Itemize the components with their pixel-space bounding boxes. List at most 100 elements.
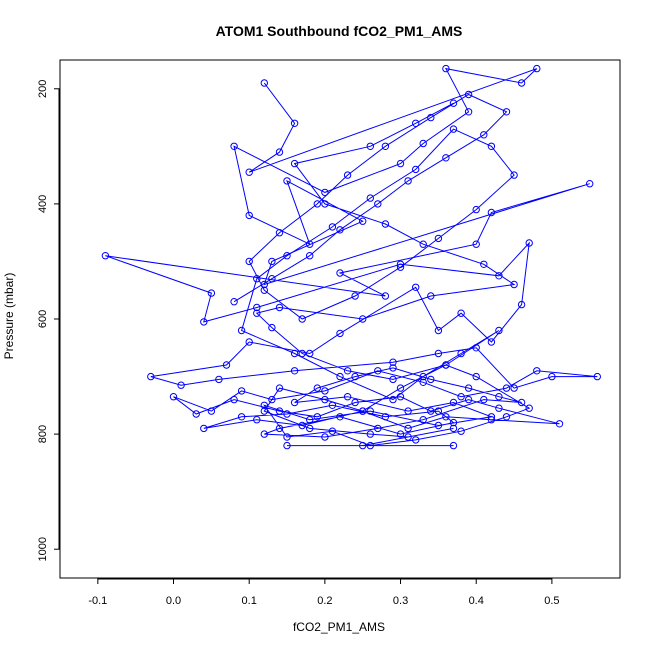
data-point: [290, 367, 299, 375]
x-tick-label: 0.2: [317, 595, 332, 607]
data-point: [442, 64, 450, 73]
data-point: [374, 367, 382, 375]
x-tick-label: -0.1: [88, 595, 107, 607]
data-point: [359, 407, 367, 415]
data-point: [517, 398, 526, 407]
y-tick-label: 600: [37, 310, 49, 328]
data-point: [260, 286, 268, 294]
data-point: [283, 177, 291, 185]
data-point: [359, 441, 367, 450]
data-point: [321, 200, 329, 208]
data-point: [336, 329, 344, 338]
data-point: [275, 148, 284, 156]
data-point: [457, 349, 465, 358]
data-point: [268, 257, 276, 266]
data-point: [495, 272, 503, 280]
data-point: [245, 168, 253, 176]
data-point: [268, 275, 276, 283]
data-point: [502, 413, 511, 421]
data-point: [502, 384, 511, 392]
data-point: [434, 421, 443, 430]
data-point: [419, 378, 427, 386]
data-point: [593, 372, 601, 381]
data-point: [283, 410, 291, 418]
x-tick-label: 0.5: [544, 595, 559, 607]
data-point: [412, 283, 420, 291]
data-point: [412, 119, 420, 128]
data-point: [336, 269, 344, 277]
data-point: [374, 424, 382, 433]
data-point: [253, 416, 261, 424]
data-point: [321, 395, 329, 404]
data-point: [389, 364, 397, 372]
data-point: [381, 292, 390, 300]
data-point: [389, 358, 397, 366]
data-point: [343, 367, 352, 375]
data-point: [253, 275, 261, 283]
data-point: [464, 90, 473, 99]
x-tick-label: 0.0: [166, 595, 181, 607]
data-point: [298, 349, 306, 358]
x-tick-label: 0.3: [393, 595, 408, 607]
y-axis-label: Pressure (mbar): [2, 273, 16, 360]
data-point: [427, 292, 435, 300]
data-point: [306, 349, 314, 358]
data-point: [359, 217, 367, 225]
data-point: [464, 108, 473, 116]
data-point: [268, 395, 276, 404]
data-point: [306, 252, 314, 260]
data-point: [427, 375, 435, 384]
data-point: [434, 349, 443, 358]
data-point: [449, 418, 458, 427]
data-point: [502, 108, 511, 116]
plot-frame: [59, 59, 621, 579]
data-point: [419, 139, 427, 148]
data-point: [419, 240, 427, 248]
data-point: [510, 280, 518, 289]
data-point: [253, 303, 261, 312]
data-point: [487, 338, 496, 346]
data-point: [366, 142, 374, 151]
y-axis: 200 400 600 800 1000: [37, 80, 60, 561]
data-point: [290, 159, 299, 168]
data-point: [480, 260, 488, 268]
chart-title: ATOM1 Southbound fCO2_PM1_AMS: [216, 23, 463, 39]
data-point: [396, 159, 405, 168]
data-point: [412, 436, 420, 444]
data-point: [321, 387, 329, 395]
data-point: [427, 113, 435, 122]
data-point: [457, 393, 465, 401]
data-point: [404, 407, 412, 415]
data-point: [200, 424, 208, 433]
data-point: [472, 372, 480, 381]
data-point: [237, 413, 246, 421]
data-point: [283, 252, 291, 260]
data-point: [412, 165, 420, 174]
data-point: [260, 401, 268, 409]
data-point: [457, 309, 465, 317]
data-point: [510, 171, 518, 179]
data-point: [275, 303, 284, 312]
data-point: [449, 441, 458, 450]
data-point: [260, 79, 268, 87]
data-point: [487, 416, 496, 424]
data-point: [487, 413, 496, 421]
data-point: [321, 433, 329, 441]
data-point: [290, 398, 299, 407]
data-point: [404, 424, 412, 433]
data-point: [169, 393, 178, 401]
data-point: [351, 372, 359, 381]
data-point: [177, 381, 185, 389]
data-point: [495, 393, 503, 401]
data-point: [336, 226, 344, 234]
data-point: [457, 427, 465, 435]
data-point: [449, 424, 458, 433]
data-point: [517, 79, 526, 87]
data-point: [472, 240, 480, 248]
y-tick-label: 400: [37, 195, 49, 213]
data-point: [230, 395, 238, 404]
data-point: [419, 416, 427, 424]
data-point: [434, 407, 443, 415]
data-point: [351, 292, 359, 300]
